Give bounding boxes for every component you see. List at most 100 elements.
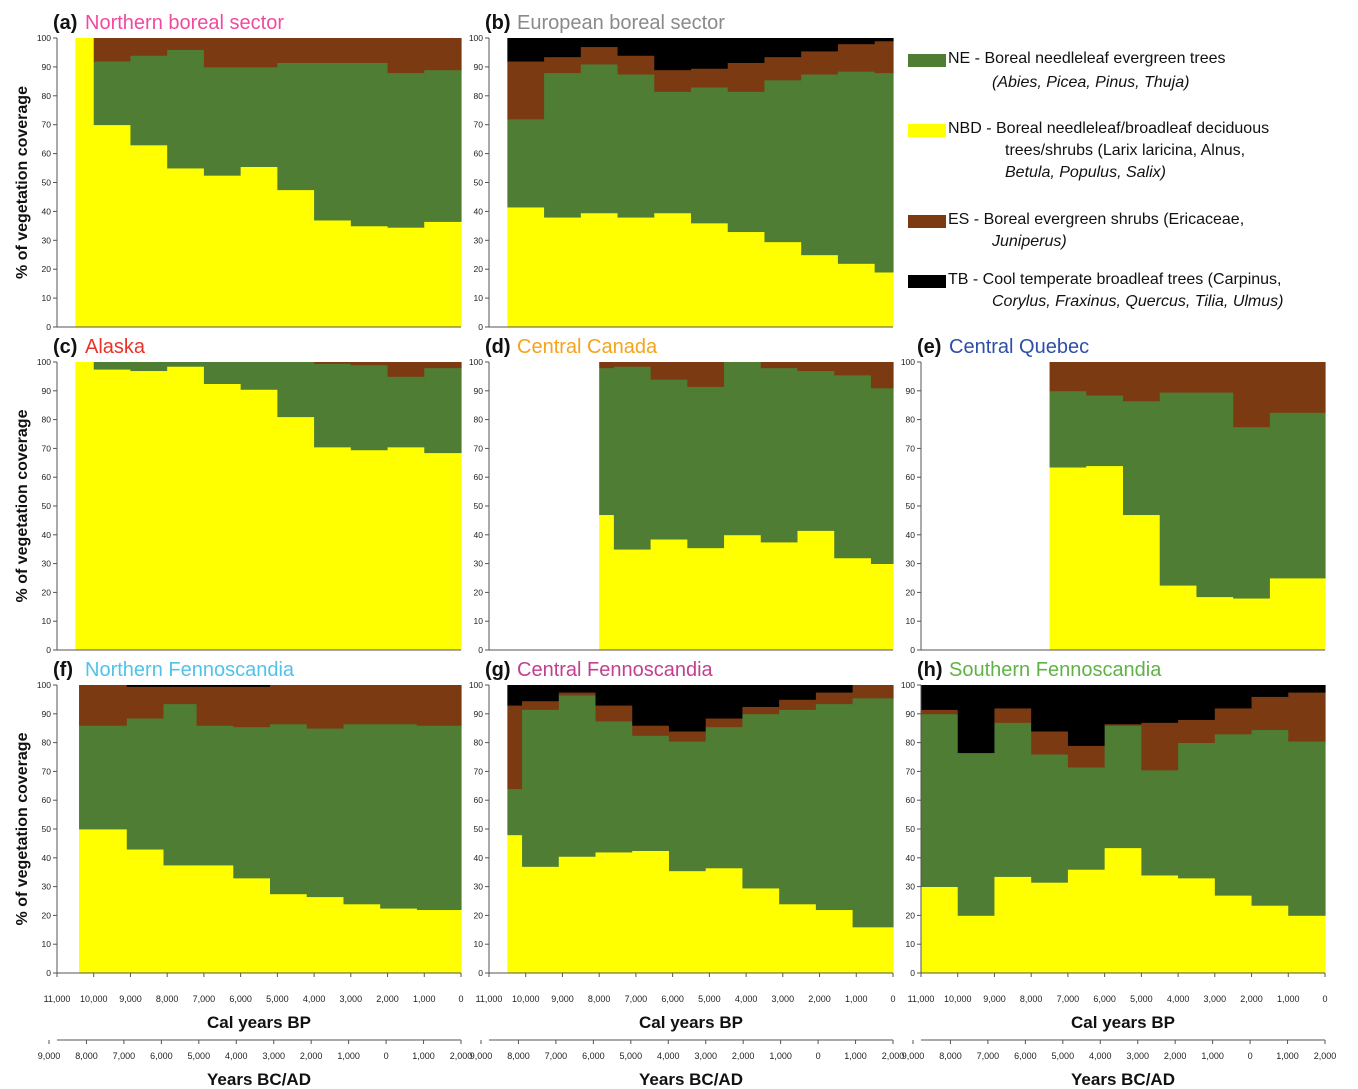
panel-g-bp-tick-label: 1,000 xyxy=(845,994,868,1004)
panel-d-bin-7-ne xyxy=(834,374,872,559)
panel-g-bp-tick-label: 2,000 xyxy=(808,994,831,1004)
panel-g-bin-1-ne xyxy=(522,709,560,867)
panel-a-bin-8-es xyxy=(350,38,389,63)
panel-g-bin-2-es xyxy=(558,692,597,696)
panel-h-bin-9-tb xyxy=(1251,685,1289,697)
panel-e-bin-2-nbd xyxy=(1123,514,1161,651)
panel-g-bin-0-ne xyxy=(507,788,523,836)
panel-h-bin-9-nbd xyxy=(1251,905,1289,974)
panel-g-bin-9-nbd xyxy=(815,909,854,974)
panel-b-y-tick-label: 0 xyxy=(478,322,483,332)
panel-f-bin-6-nbd xyxy=(306,896,345,974)
panel-a-bin-7-nbd xyxy=(314,220,352,328)
panel-f-bin-2-ne xyxy=(163,703,198,866)
panel-g-y-tick-label: 60 xyxy=(474,795,484,805)
panel-g-bin-8-es xyxy=(779,699,817,710)
legend-taxa-ne: (Abies, Picea, Pinus, Thuja) xyxy=(992,74,1190,91)
panel-e-y-tick-label: 40 xyxy=(906,530,916,540)
panel-f-bin-1-tb xyxy=(126,685,165,687)
bcad-tick-label-f: 3,000 xyxy=(262,1051,285,1061)
bcad-tick-label-f: 4,000 xyxy=(225,1051,248,1061)
panel-d-bin-7-nbd xyxy=(834,557,872,651)
panel-g-bin-1-tb xyxy=(522,685,560,702)
legend-taxa-nbd-2: Betula, Populus, Salix) xyxy=(1005,164,1166,181)
bcad-tick-label-g: 3,000 xyxy=(694,1051,717,1061)
bcad-tick-label-h: 2,000 xyxy=(1314,1051,1337,1061)
legend-label-nbd: NBD - Boreal needleleaf/broadleaf decidu… xyxy=(948,120,1270,137)
panel-g-bin-4-es xyxy=(632,725,670,736)
panel-h-bin-8-nbd xyxy=(1214,895,1253,974)
panel-h-bin-6-es xyxy=(1141,722,1179,771)
panel-d-y-tick-label: 90 xyxy=(474,386,484,396)
panel-h-title: Southern Fennoscandia xyxy=(949,659,1162,681)
panel-h-y-tick-label: 100 xyxy=(901,680,915,690)
panel-b-bin-2-ne xyxy=(580,64,619,214)
bcad-tick-label-g: 7,000 xyxy=(545,1051,568,1061)
panel-d-bin-3-es xyxy=(687,362,725,387)
panel-e-bin-3-nbd xyxy=(1159,585,1198,651)
panel-c-bin-7-ne xyxy=(314,363,352,448)
bcad-tick-label-g: 2,000 xyxy=(882,1051,905,1061)
panel-e-bin-0-es xyxy=(1049,362,1087,392)
panel-d-y-tick-label: 60 xyxy=(474,472,484,482)
panel-h-bin-2-es xyxy=(994,708,1032,723)
panel-g-bp-tick-label: 6,000 xyxy=(661,994,684,1004)
x-axis-title-bp: Cal years BP xyxy=(207,1013,311,1032)
y-axis-title-row-3: % of vegetation coverage xyxy=(14,732,31,925)
panel-h-y-tick-label: 40 xyxy=(906,853,916,863)
panel-f-bin-2-es xyxy=(163,686,198,705)
y-axis-title-row-1: % of vegetation coverage xyxy=(14,86,31,279)
panel-f-letter: (f) xyxy=(53,659,73,681)
panel-f-bin-2-nbd xyxy=(163,865,198,974)
panel-c-bin-10-es xyxy=(424,362,462,369)
panel-c-y-tick-label: 40 xyxy=(42,530,52,540)
panel-d-bin-6-ne xyxy=(797,370,835,531)
panel-g-bp-tick-label: 0 xyxy=(890,994,895,1004)
panel-b-y-tick-label: 10 xyxy=(474,293,484,303)
panel-b-bin-9-es xyxy=(837,43,876,72)
panel-b-bin-1-es xyxy=(544,56,582,74)
panel-c-bin-3-ne xyxy=(167,362,205,367)
panel-f-bin-7-ne xyxy=(343,723,381,905)
panel-e-bin-6-ne xyxy=(1269,412,1326,579)
panel-d-y-tick-label: 0 xyxy=(478,645,483,655)
panel-h-bin-10-es xyxy=(1288,692,1326,742)
panel-a-y-tick-label: 40 xyxy=(42,206,52,216)
bcad-tick-label-h: 7,000 xyxy=(977,1051,1000,1061)
panel-g-bp-tick-label: 9,000 xyxy=(551,994,574,1004)
panel-e-bin-0-nbd xyxy=(1049,467,1087,651)
panel-b-bin-1-nbd xyxy=(544,217,582,328)
panel-f-bin-6-es xyxy=(306,685,345,729)
panel-c-bin-8-nbd xyxy=(350,449,389,651)
panel-f-bp-tick-label: 10,000 xyxy=(80,994,108,1004)
panel-h-bin-8-es xyxy=(1214,708,1253,735)
panel-d-y-tick-label: 80 xyxy=(474,415,484,425)
panel-f-bin-3-nbd xyxy=(196,865,234,974)
panel-a-y-tick-label: 50 xyxy=(42,178,52,188)
panel-a-bin-4-nbd xyxy=(203,175,242,328)
panel-f-y-tick-label: 60 xyxy=(42,795,52,805)
panel-g-bin-1-nbd xyxy=(522,866,560,974)
panel-b-bin-7-ne xyxy=(764,79,802,243)
panel-g-letter: (g) xyxy=(485,659,511,681)
panel-h-bp-tick-label: 11,000 xyxy=(908,994,935,1004)
panel-e-bin-1-nbd xyxy=(1086,465,1124,651)
panel-h-bin-0-es xyxy=(921,709,959,715)
panel-d-bin-8-ne xyxy=(870,387,894,564)
panel-c-y-tick-label: 80 xyxy=(42,415,52,425)
legend-swatch-ne xyxy=(908,54,946,67)
panel-b-bin-4-tb xyxy=(654,38,692,71)
panel-h-bin-10-nbd xyxy=(1288,915,1326,974)
panel-a-bin-9-ne xyxy=(387,72,425,228)
panel-h-bin-7-nbd xyxy=(1178,877,1216,974)
panel-f-bp-tick-label: 11,000 xyxy=(44,994,71,1004)
panel-h-bin-5-es xyxy=(1104,723,1142,726)
panel-g-bp-tick-label: 10,000 xyxy=(512,994,540,1004)
panel-b-bin-4-nbd xyxy=(654,212,692,328)
panel-f-y-tick-label: 80 xyxy=(42,738,52,748)
panel-a-bin-3-es xyxy=(167,38,205,50)
panel-b-bin-10-ne xyxy=(874,72,894,273)
panel-d-letter: (d) xyxy=(485,336,511,358)
panel-f-bp-tick-label: 2,000 xyxy=(376,994,399,1004)
panel-d-bin-2-es xyxy=(650,362,688,380)
